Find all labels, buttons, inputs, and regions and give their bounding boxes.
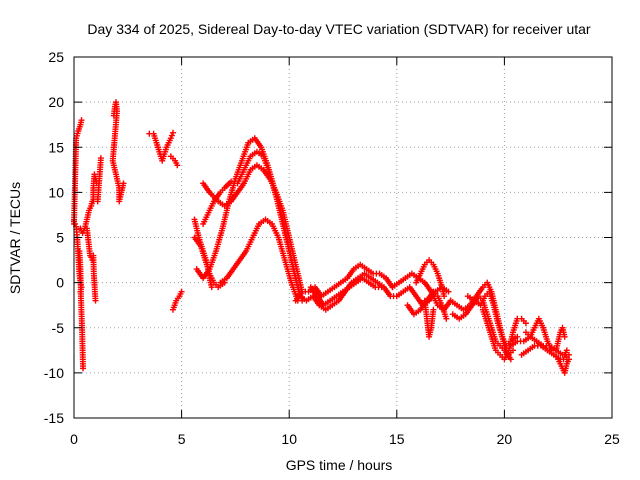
data-point [169,129,176,136]
x-tick-label: 15 [389,431,405,447]
series-seg-h [94,155,104,205]
series-seg-i [109,99,127,205]
series-seg-ae [479,306,529,363]
series-seg-ah [522,315,555,354]
series-seg-s [234,148,306,304]
data-markers [71,99,572,376]
y-tick-label: 5 [56,230,64,246]
data-point [561,333,568,340]
y-tick-label: 15 [48,139,64,155]
series-seg-y [404,288,450,322]
data-point [168,132,175,139]
axis-ticks [73,56,613,419]
series-seg-e [83,225,96,264]
x-tick-label: 0 [70,431,78,447]
y-tick-label: 0 [56,275,64,291]
series-seg-j [146,129,176,164]
data-point [443,315,450,322]
data-point [507,356,514,363]
series-seg-aj [555,347,572,376]
data-point [445,288,452,295]
data-point [97,155,104,162]
x-tick-label: 5 [178,431,186,447]
y-tick-label: -5 [52,320,65,336]
data-point [378,284,385,291]
x-axis-label: GPS time / hours [286,457,393,473]
data-point [178,288,185,295]
series-seg-ai [553,324,568,354]
data-point [72,220,79,227]
y-tick-label: 25 [48,49,64,65]
series-seg-a [71,117,85,227]
tick-labels: 0 5 10 15 20 25 -15 -10 -5 0 5 10 15 20 25 [44,49,620,447]
data-point [522,320,529,327]
series-seg-l [169,288,185,313]
data-point [563,347,570,354]
series-seg-r [217,216,301,304]
y-tick-label: -10 [44,365,64,381]
series-seg-aa [421,297,437,340]
data-point [441,293,448,300]
data-point [80,365,87,372]
data-point [78,117,85,124]
chart-title: Day 334 of 2025, Sidereal Day-to-day VTE… [87,21,591,37]
series-seg-d [77,198,96,236]
grid [74,57,612,418]
data-point [174,162,181,169]
y-tick-label: 10 [48,184,64,200]
y-tick-label: 20 [48,94,64,110]
x-tick-label: 20 [497,431,513,447]
series-seg-z [413,257,448,300]
data-point [167,135,174,142]
series-seg-v [307,275,385,309]
x-tick-label: 25 [604,431,620,447]
y-tick-label: -15 [44,410,64,426]
series-seg-c [76,248,87,372]
y-axis-label: SDTVAR / TECUs [7,182,23,294]
series-seg-g [90,252,99,304]
data-point [92,297,99,304]
data-point [430,306,437,313]
series-seg-k [167,153,181,169]
x-tick-label: 10 [281,431,297,447]
data-point [208,284,215,291]
data-point [120,180,127,187]
